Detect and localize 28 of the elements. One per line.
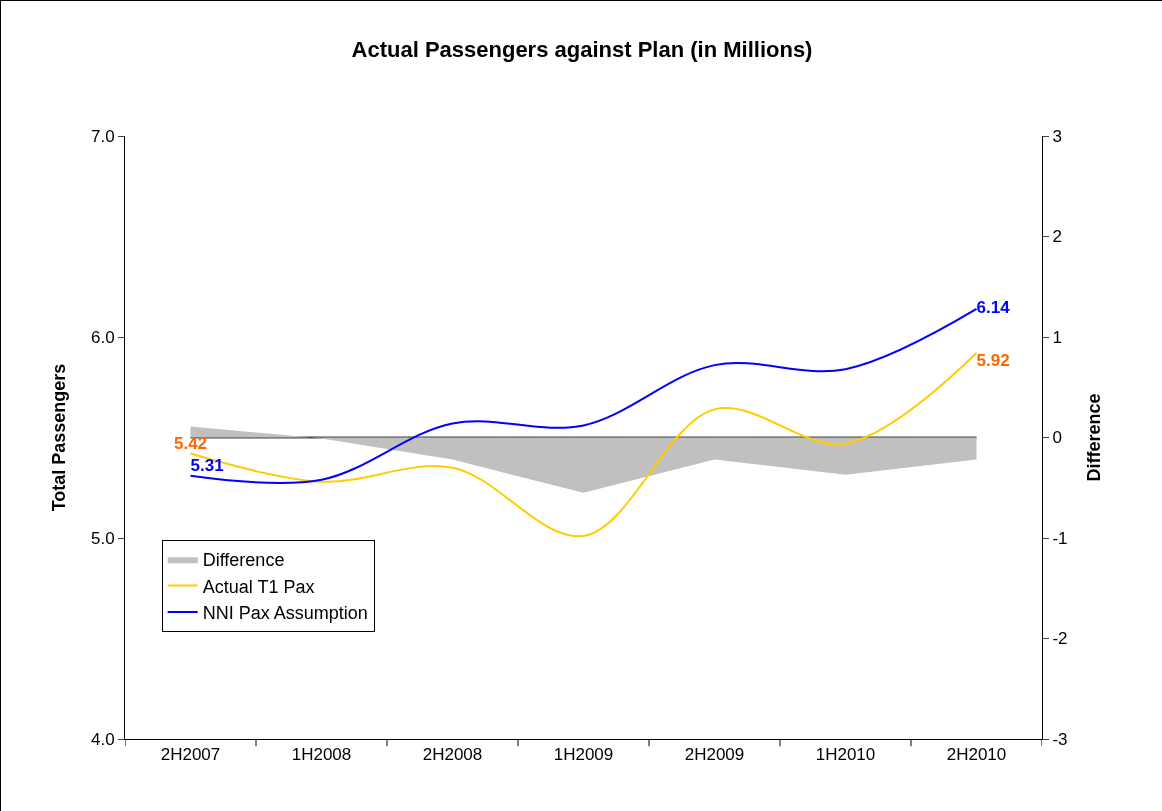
y2-tick-label: 3	[1052, 126, 1062, 146]
legend-label: Difference	[202, 550, 285, 571]
y-tick-label: 4.0	[90, 729, 115, 749]
x-tick-label: 1H2010	[815, 745, 876, 765]
y2-tick-label: -3	[1052, 729, 1068, 749]
x-tick-label: 1H2008	[291, 745, 352, 765]
y2-tick-label: -2	[1052, 629, 1068, 649]
y-tick-label: 6.0	[90, 327, 115, 347]
legend-label: Actual T1 Pax	[202, 576, 315, 597]
x-tick-label: 2H2008	[422, 745, 483, 765]
y2-tick-label: 0	[1052, 428, 1062, 448]
y2-tick-label: 1	[1052, 327, 1062, 347]
data-label: 5.42	[173, 434, 208, 454]
x-tick-label: 1H2009	[553, 745, 614, 765]
y2-axis-title: Difference	[1083, 393, 1104, 482]
data-label: 5.31	[190, 456, 224, 476]
data-label: 6.14	[976, 298, 1011, 318]
legend-label: NNI Pax Assumption	[202, 603, 368, 624]
x-tick-label: 2H2010	[946, 745, 1007, 765]
y-axis-title: Total Passengers	[49, 363, 70, 512]
chart-title: Actual Passengers against Plan (in Millions)	[351, 37, 813, 63]
x-tick-label: 2H2009	[684, 745, 745, 765]
y2-tick-label: -1	[1052, 528, 1068, 548]
y2-tick-label: 2	[1052, 227, 1062, 247]
x-tick-label: 2H2007	[160, 745, 221, 765]
data-label: 5.92	[976, 350, 1010, 370]
y-tick-label: 5.0	[90, 528, 115, 548]
y-tick-label: 7.0	[90, 126, 115, 146]
